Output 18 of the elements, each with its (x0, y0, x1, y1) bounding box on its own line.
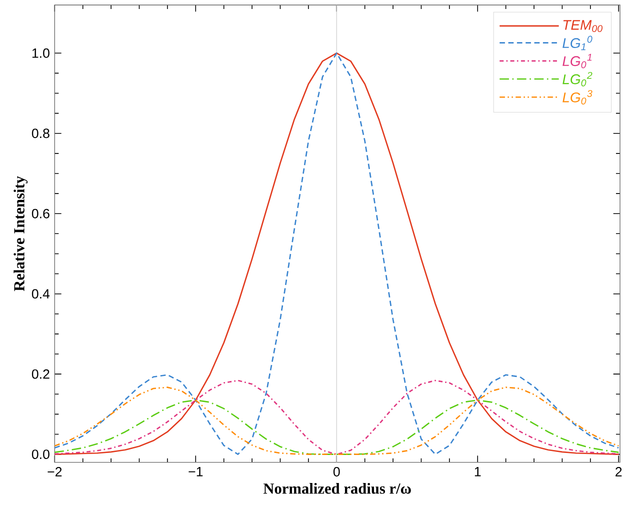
y-tick-label: 1.0 (32, 48, 50, 58)
y-tick-label: 0.6 (32, 208, 50, 218)
legend-label: LG$_{1}$0 (562, 36, 592, 50)
legend-label: LG$_{0}$2 (562, 72, 592, 86)
legend-label: LG$_{0}$1 (562, 54, 592, 68)
y-tick-label: 0.0 (32, 450, 50, 460)
y-tick-label: 0.8 (32, 128, 50, 138)
x-tick-label: −2 (48, 467, 62, 476)
y-tick-label: 0.4 (32, 289, 50, 299)
legend-label: TEM$_{00}$ (563, 20, 603, 32)
y-axis-title: Relative Intensity (14, 176, 28, 292)
x-tick-label: 0 (333, 467, 340, 476)
x-tick-label: −1 (188, 467, 203, 476)
x-axis-title: Normalized radius r/ω (263, 482, 411, 494)
legend-label: LG$_{0}$3 (562, 90, 592, 105)
y-tick-label: 0.2 (32, 369, 50, 379)
x-tick-label: 2 (616, 467, 622, 476)
x-tick-label: 1 (474, 467, 481, 476)
